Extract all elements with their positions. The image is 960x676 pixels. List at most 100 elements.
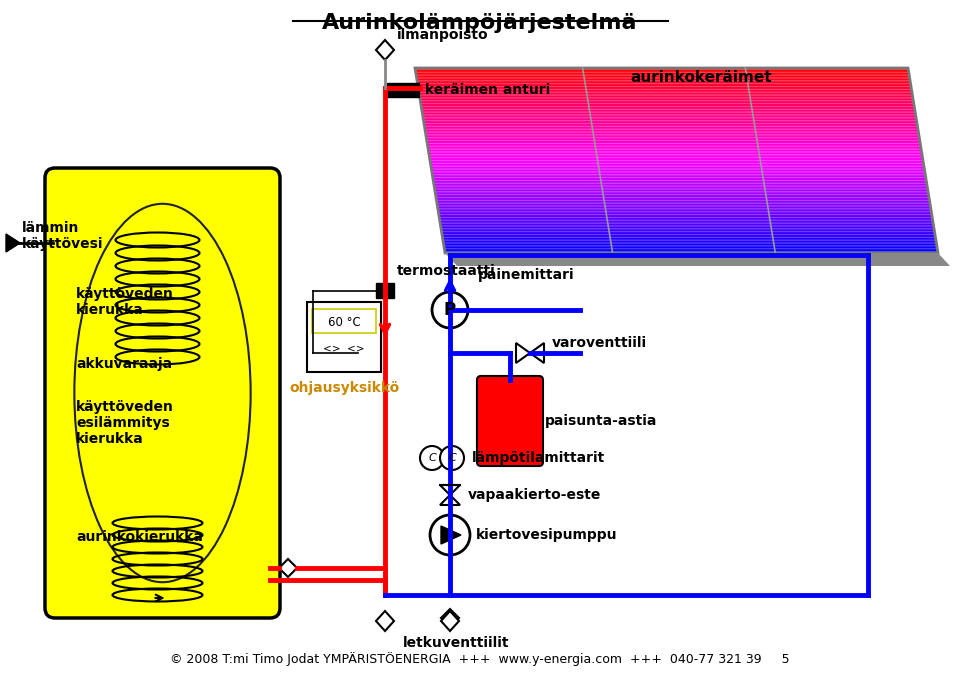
Text: Aurinkolämpöjärjestelmä: Aurinkolämpöjärjestelmä — [323, 13, 637, 33]
Polygon shape — [436, 199, 929, 201]
Polygon shape — [426, 136, 920, 137]
Polygon shape — [437, 202, 930, 203]
Polygon shape — [426, 139, 920, 141]
Polygon shape — [434, 187, 927, 188]
Text: käyttöveden
esilämmitys
kierukka: käyttöveden esilämmitys kierukka — [76, 400, 174, 446]
Text: varoventtiili: varoventtiili — [552, 336, 647, 350]
Polygon shape — [442, 235, 935, 236]
Text: C: C — [448, 453, 456, 463]
Polygon shape — [420, 94, 913, 96]
Polygon shape — [419, 93, 912, 94]
Polygon shape — [444, 245, 937, 247]
Polygon shape — [439, 216, 932, 218]
Polygon shape — [442, 233, 935, 235]
FancyBboxPatch shape — [45, 168, 280, 618]
Polygon shape — [433, 179, 926, 180]
Polygon shape — [376, 40, 394, 60]
Text: ohjausyksikkö: ohjausyksikkö — [289, 381, 399, 395]
Polygon shape — [428, 149, 922, 151]
Polygon shape — [434, 185, 927, 187]
Polygon shape — [429, 153, 922, 154]
Polygon shape — [437, 203, 930, 206]
Polygon shape — [415, 68, 908, 70]
Polygon shape — [440, 220, 933, 222]
Polygon shape — [516, 343, 530, 363]
Circle shape — [420, 446, 444, 470]
Polygon shape — [441, 609, 459, 627]
Circle shape — [432, 292, 468, 328]
Polygon shape — [420, 102, 914, 103]
Polygon shape — [423, 118, 916, 119]
Polygon shape — [430, 162, 924, 164]
Polygon shape — [420, 99, 913, 100]
FancyBboxPatch shape — [477, 376, 543, 466]
Polygon shape — [430, 164, 924, 165]
Polygon shape — [425, 132, 919, 135]
Polygon shape — [435, 191, 928, 193]
Polygon shape — [418, 82, 910, 83]
Polygon shape — [418, 87, 911, 88]
Text: P: P — [444, 301, 456, 319]
Polygon shape — [424, 124, 917, 125]
Polygon shape — [437, 206, 930, 207]
Polygon shape — [279, 559, 297, 577]
Text: C: C — [428, 453, 436, 463]
Text: lämpötilamittarit: lämpötilamittarit — [472, 451, 605, 465]
Text: <>  <>: <> <> — [324, 344, 365, 354]
FancyBboxPatch shape — [307, 302, 381, 372]
Polygon shape — [441, 224, 933, 225]
Text: painemittari: painemittari — [478, 268, 575, 282]
Polygon shape — [425, 131, 919, 132]
Polygon shape — [444, 251, 938, 253]
Polygon shape — [422, 111, 915, 113]
Polygon shape — [422, 113, 916, 114]
FancyBboxPatch shape — [376, 283, 394, 298]
Text: keräimen anturi: keräimen anturi — [425, 83, 550, 97]
Polygon shape — [417, 79, 910, 80]
Polygon shape — [433, 176, 925, 178]
Polygon shape — [433, 180, 926, 182]
Polygon shape — [441, 526, 461, 544]
Polygon shape — [418, 83, 911, 85]
Polygon shape — [444, 250, 938, 251]
Polygon shape — [423, 122, 917, 124]
Polygon shape — [441, 611, 459, 631]
Polygon shape — [442, 230, 934, 231]
Polygon shape — [438, 207, 931, 208]
Polygon shape — [421, 108, 915, 110]
FancyBboxPatch shape — [387, 83, 419, 97]
Text: 60 °C: 60 °C — [327, 316, 360, 329]
Polygon shape — [445, 253, 950, 266]
Polygon shape — [427, 141, 920, 142]
Circle shape — [430, 515, 470, 555]
Polygon shape — [419, 88, 911, 90]
Polygon shape — [428, 151, 922, 153]
Polygon shape — [435, 188, 927, 190]
Polygon shape — [423, 120, 917, 122]
Text: käyttöveden
kierukka: käyttöveden kierukka — [76, 287, 174, 317]
Polygon shape — [431, 168, 924, 170]
Polygon shape — [429, 154, 923, 156]
Polygon shape — [429, 158, 923, 159]
Polygon shape — [416, 72, 909, 74]
Polygon shape — [417, 76, 909, 77]
Polygon shape — [435, 193, 928, 195]
Polygon shape — [440, 219, 933, 220]
Text: vapaakierto-este: vapaakierto-este — [468, 488, 601, 502]
Polygon shape — [421, 110, 915, 111]
Polygon shape — [441, 225, 934, 226]
Polygon shape — [441, 226, 934, 228]
Polygon shape — [420, 103, 914, 105]
Polygon shape — [422, 116, 916, 118]
Polygon shape — [416, 74, 909, 76]
Polygon shape — [435, 190, 928, 191]
Polygon shape — [438, 210, 931, 212]
Text: letkuventtiilit: letkuventtiilit — [403, 636, 510, 650]
Polygon shape — [419, 91, 912, 93]
Polygon shape — [430, 160, 924, 162]
Polygon shape — [418, 85, 911, 87]
Polygon shape — [440, 222, 933, 224]
Polygon shape — [416, 71, 909, 72]
Text: © 2008 T:mi Timo Jodat YMPÄRISTÖENERGIA  +++  www.y-energia.com  +++  040-77 321: © 2008 T:mi Timo Jodat YMPÄRISTÖENERGIA … — [170, 652, 790, 666]
Polygon shape — [428, 147, 921, 148]
